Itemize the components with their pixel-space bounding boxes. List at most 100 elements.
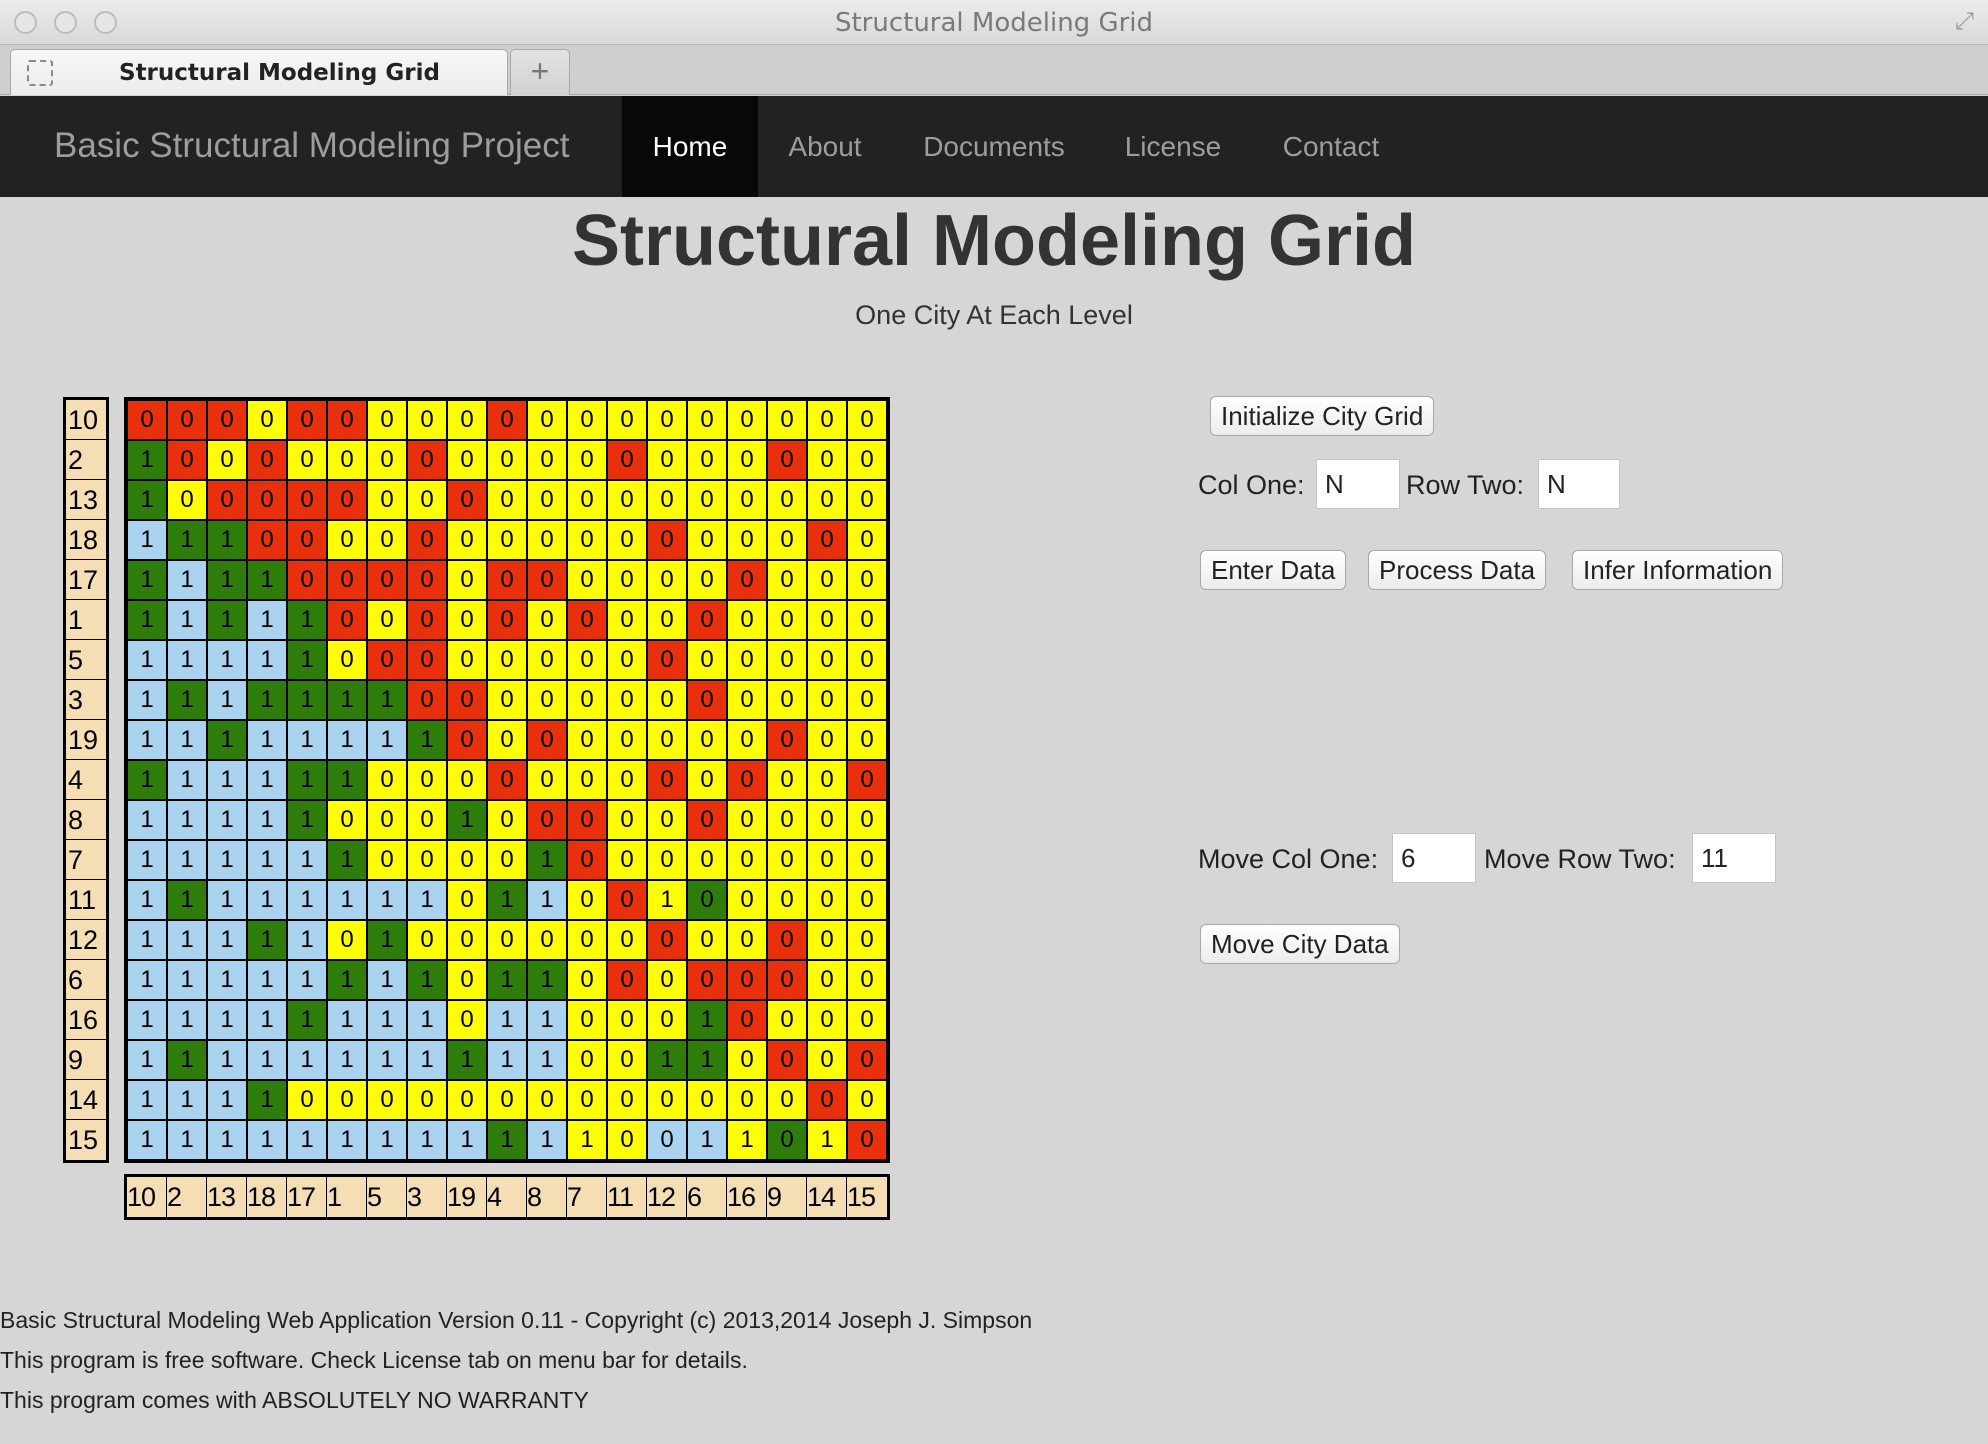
grid-cell[interactable]: 1: [327, 960, 367, 1000]
grid-cell[interactable]: 0: [127, 400, 167, 440]
grid-cell[interactable]: 1: [127, 680, 167, 720]
grid-cell[interactable]: 1: [367, 880, 407, 920]
grid-cell[interactable]: 0: [407, 640, 447, 680]
grid-cell[interactable]: 1: [447, 1040, 487, 1080]
grid-cell[interactable]: 0: [647, 680, 687, 720]
row-two-input[interactable]: [1538, 459, 1620, 509]
grid-cell[interactable]: 1: [327, 1000, 367, 1040]
grid-cell[interactable]: 0: [487, 440, 527, 480]
grid-cell[interactable]: 0: [687, 1080, 727, 1120]
grid-cell[interactable]: 0: [527, 640, 567, 680]
col-one-input[interactable]: [1316, 459, 1400, 509]
grid-cell[interactable]: 0: [687, 960, 727, 1000]
grid-cell[interactable]: 1: [167, 800, 207, 840]
grid-cell[interactable]: 0: [487, 760, 527, 800]
grid-cell[interactable]: 1: [487, 960, 527, 1000]
grid-cell[interactable]: 1: [327, 1040, 367, 1080]
grid-cell[interactable]: 0: [447, 480, 487, 520]
grid-cell[interactable]: 0: [327, 640, 367, 680]
grid-cell[interactable]: 0: [487, 720, 527, 760]
grid-cell[interactable]: 1: [127, 1000, 167, 1040]
grid-cell[interactable]: 1: [127, 720, 167, 760]
grid-cell[interactable]: 0: [687, 880, 727, 920]
grid-cell[interactable]: 1: [727, 1120, 767, 1160]
grid-cell[interactable]: 0: [367, 760, 407, 800]
grid-cell[interactable]: 0: [567, 800, 607, 840]
grid-cell[interactable]: 0: [607, 760, 647, 800]
grid-cell[interactable]: 1: [247, 920, 287, 960]
grid-cell[interactable]: 0: [607, 1120, 647, 1160]
grid-cell[interactable]: 0: [847, 840, 887, 880]
grid-cell[interactable]: 1: [167, 720, 207, 760]
grid-cell[interactable]: 0: [527, 760, 567, 800]
grid-cell[interactable]: 0: [767, 480, 807, 520]
grid-cell[interactable]: 0: [807, 920, 847, 960]
grid-cell[interactable]: 1: [247, 1040, 287, 1080]
grid-cell[interactable]: 0: [407, 400, 447, 440]
grid-cell[interactable]: 0: [607, 960, 647, 1000]
grid-cell[interactable]: 1: [527, 1040, 567, 1080]
grid-cell[interactable]: 0: [447, 640, 487, 680]
grid-cell[interactable]: 1: [247, 680, 287, 720]
grid-cell[interactable]: 0: [327, 440, 367, 480]
grid-cell[interactable]: 0: [647, 400, 687, 440]
grid-cell[interactable]: 0: [607, 480, 647, 520]
grid-cell[interactable]: 0: [647, 480, 687, 520]
grid-cell[interactable]: 0: [727, 880, 767, 920]
grid-cell[interactable]: 0: [287, 520, 327, 560]
grid-cell[interactable]: 0: [647, 1000, 687, 1040]
grid-cell[interactable]: 0: [407, 760, 447, 800]
grid-cell[interactable]: 1: [167, 960, 207, 1000]
move-col-one-input[interactable]: [1392, 833, 1476, 883]
grid-cell[interactable]: 0: [767, 880, 807, 920]
grid-cell[interactable]: 0: [767, 720, 807, 760]
grid-cell[interactable]: 0: [607, 920, 647, 960]
grid-cell[interactable]: 1: [127, 600, 167, 640]
grid-cell[interactable]: 1: [207, 760, 247, 800]
grid-cell[interactable]: 1: [287, 1040, 327, 1080]
grid-cell[interactable]: 0: [807, 840, 847, 880]
grid-cell[interactable]: 0: [847, 1040, 887, 1080]
grid-cell[interactable]: 1: [287, 800, 327, 840]
grid-cell[interactable]: 0: [167, 480, 207, 520]
grid-cell[interactable]: 1: [247, 880, 287, 920]
grid-cell[interactable]: 0: [567, 1000, 607, 1040]
grid-cell[interactable]: 0: [807, 760, 847, 800]
grid-cell[interactable]: 1: [127, 880, 167, 920]
grid-cell[interactable]: 1: [167, 680, 207, 720]
grid-cell[interactable]: 0: [567, 640, 607, 680]
grid-cell[interactable]: 0: [847, 680, 887, 720]
grid-cell[interactable]: 1: [127, 960, 167, 1000]
grid-cell[interactable]: 1: [167, 1080, 207, 1120]
grid-cell[interactable]: 0: [687, 640, 727, 680]
grid-cell[interactable]: 0: [607, 1080, 647, 1120]
grid-cell[interactable]: 0: [607, 800, 647, 840]
grid-cell[interactable]: 1: [247, 600, 287, 640]
grid-cell[interactable]: 0: [807, 480, 847, 520]
grid-cell[interactable]: 0: [847, 760, 887, 800]
grid-cell[interactable]: 1: [447, 800, 487, 840]
grid-cell[interactable]: 1: [287, 640, 327, 680]
grid-cell[interactable]: 1: [167, 520, 207, 560]
grid-cell[interactable]: 0: [447, 680, 487, 720]
grid-cell[interactable]: 0: [487, 680, 527, 720]
grid-cell[interactable]: 0: [767, 520, 807, 560]
grid-cell[interactable]: 0: [207, 400, 247, 440]
grid-cell[interactable]: 0: [607, 880, 647, 920]
grid-cell[interactable]: 1: [647, 880, 687, 920]
nav-item-home[interactable]: Home: [622, 96, 758, 197]
grid-cell[interactable]: 0: [727, 960, 767, 1000]
grid-cell[interactable]: 1: [247, 1080, 287, 1120]
grid-cell[interactable]: 0: [367, 840, 407, 880]
nav-item-contact[interactable]: Contact: [1282, 131, 1380, 162]
grid-cell[interactable]: 0: [287, 440, 327, 480]
grid-cell[interactable]: 0: [567, 520, 607, 560]
grid-cell[interactable]: 1: [327, 760, 367, 800]
grid-cell[interactable]: 0: [447, 1080, 487, 1120]
grid-cell[interactable]: 0: [687, 920, 727, 960]
grid-cell[interactable]: 1: [367, 720, 407, 760]
process-data-button[interactable]: Process Data: [1368, 550, 1547, 590]
grid-cell[interactable]: 0: [767, 1040, 807, 1080]
grid-cell[interactable]: 0: [327, 1080, 367, 1120]
grid-cell[interactable]: 0: [727, 440, 767, 480]
